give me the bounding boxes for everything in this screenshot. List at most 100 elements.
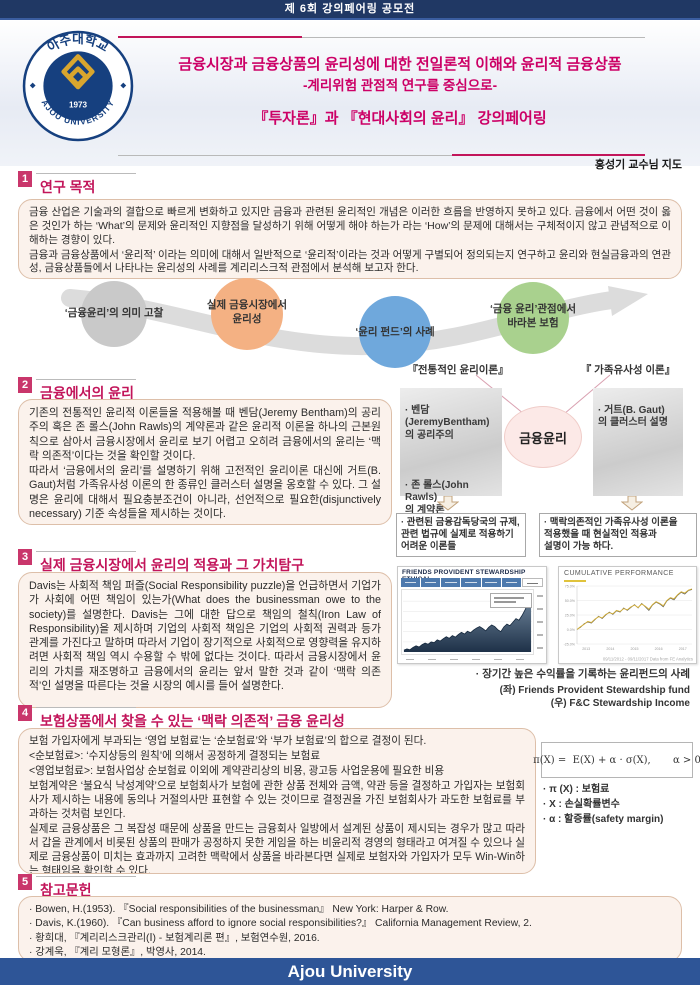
poster-title-line1: 금융시장과 금융상품의 윤리성에 대한 전일론적 이해와 윤리적 금융상품 xyxy=(178,56,622,73)
section-3-number-badge: 3 xyxy=(18,549,32,565)
svg-text:-25.0%: -25.0% xyxy=(564,642,576,646)
section-5-title: 참고문헌 xyxy=(40,882,92,898)
flow-arrowhead xyxy=(608,286,648,316)
down-arrow-left-icon xyxy=(437,496,459,511)
flow-step-3-label: ‘윤리 펀드’의 사례 xyxy=(355,326,435,338)
chart-b-title-underline xyxy=(564,580,586,582)
section-1-number-badge: 1 xyxy=(18,171,32,187)
svg-text:2015: 2015 xyxy=(631,647,639,651)
flow-step-1-circle xyxy=(81,281,147,347)
chart-a-tooltip xyxy=(490,593,532,608)
section-1-header: 1 연구 목적 xyxy=(18,171,678,195)
svg-text:25.0%: 25.0% xyxy=(565,613,576,617)
svg-text:2017: 2017 xyxy=(679,647,687,651)
s4-line-2: <순보험료>: ‘수지상등의 원칙’에 의해서 공정하게 결정되는 보험료 xyxy=(29,749,321,762)
svg-text:2013: 2013 xyxy=(582,647,590,651)
legend-loss-variable: · X : 손실확률변수 xyxy=(543,799,620,810)
section-3-body-box: Davis는 사회적 책임 퍼즐(Social Responsibility p… xyxy=(18,572,392,708)
down-arrow-right-icon xyxy=(621,496,643,511)
period-tab[interactable] xyxy=(501,578,521,587)
period-tab[interactable] xyxy=(481,578,501,587)
family-resemblance-heading: 『 가족유사성 이론』 xyxy=(580,364,676,376)
ethics-theory-diagram: 『전통적인 윤리이론』 『 가족유사성 이론』 · 벤담(JeremyBenth… xyxy=(392,360,697,560)
ajou-university-logo: 아주대학교 AJOU UNIVERSITY 1973 xyxy=(22,30,134,142)
header-rule-crimson-left xyxy=(118,36,302,38)
s2-paragraph-2: 따라서 ‘금융에서의 윤리’를 설명하기 위해 고전적인 윤리이론 대신에 거트… xyxy=(29,465,381,520)
bentham-rawls-photo-card: · 벤담(JeremyBentham) 의 공리주의 · 존 롤스(John R… xyxy=(400,388,502,516)
period-tab[interactable] xyxy=(461,578,481,587)
chart-a-period-tabbar[interactable] xyxy=(401,578,543,587)
footer-rule-gray-left xyxy=(118,154,452,156)
section-4-title: 보험상품에서 찾을 수 있는 ‘맥락 의존적’ 금융 윤리성 xyxy=(40,713,345,729)
premium-formula-box: π(X) = E(X) + α · σ(X), α > 0 xyxy=(533,742,700,778)
section-4-rule xyxy=(36,707,136,708)
poster-title-line3: 『투자론』과 『현대사회의 윤리』 강의페어링 xyxy=(253,110,547,127)
s2-paragraph-1: 기존의 전통적인 윤리적 이론들을 적용해볼 때 벤담(Jeremy Benth… xyxy=(29,407,381,462)
fund-caption-line2: (좌) Friends Provident Stewardship fund xyxy=(499,685,690,696)
bentham-item: · 벤담(JeremyBentham) 의 공리주의 xyxy=(405,404,490,441)
chart-b-footnote: 09/11/2012 - 09/11/2017 Data from FE Ana… xyxy=(602,656,693,662)
svg-text:0.0%: 0.0% xyxy=(567,628,576,632)
rawls-item: · 존 롤스(John Rawls) 의 계약론 xyxy=(405,479,469,516)
section-4-number-badge: 4 xyxy=(18,705,32,721)
section-5-header: 5 참고문헌 xyxy=(18,874,678,898)
section-4-header: 4 보험상품에서 찾을 수 있는 ‘맥락 의존적’ 금융 윤리성 xyxy=(18,705,678,729)
financial-ethics-circle: 금융윤리 xyxy=(504,406,582,468)
legend-safety-margin: · α : 할증률(safety margin) xyxy=(543,814,664,825)
s1-paragraph-2: 금융과 금융상품에서 ‘윤리적’ 이라는 의미에 대해서 일반적으로 ‘윤리적’… xyxy=(29,248,671,275)
section-4-body-box: 보험 가입자에게 부과되는 ‘영업 보험료’는 ‘순보험료’와 ‘부가 보험료’… xyxy=(18,728,536,874)
friends-provident-chart-panel: FRIENDS PROVIDENT STEWARDSHIP ETHICAL xyxy=(397,566,547,664)
s3-paragraph-1: Davis는 사회적 책임 퍼즐(Social Responsibility p… xyxy=(29,580,381,692)
flow-step-1-label: ‘금융윤리’의 의미 고찰 xyxy=(64,307,164,319)
section-3-title: 실제 금융시장에서 윤리의 적용과 그 가치탐구 xyxy=(40,557,305,573)
legend-premium: · π (X) : 보험료 xyxy=(543,784,610,795)
flow-step-4-label: ‘금융 윤리’관점에서 바라본 보험 xyxy=(489,303,577,329)
traditional-theory-heading: 『전통적인 윤리이론』 xyxy=(407,364,509,376)
section-5-rule xyxy=(36,876,136,877)
period-tab[interactable] xyxy=(441,578,461,587)
s4-line-4: 보험계약은 ‘불요식 낙성계약’으로 보험회사가 보험에 관한 상품 전체와 금… xyxy=(29,779,525,820)
section-2-header: 2 금융에서의 윤리 xyxy=(18,377,678,401)
section-1-rule xyxy=(36,173,136,174)
gaut-photo-card: · 거트(B. Gaut) 의 클러스터 설명 xyxy=(593,388,683,496)
section-2-body-box: 기존의 전통적인 윤리적 이론들을 적용해볼 때 벤담(Jeremy Benth… xyxy=(18,399,392,525)
section-1-title: 연구 목적 xyxy=(40,179,96,195)
svg-text:75.0%: 75.0% xyxy=(565,584,576,588)
section-3-header: 3 실제 금융시장에서 윤리의 적용과 그 가치탐구 xyxy=(18,549,678,573)
section-2-number-badge: 2 xyxy=(18,377,32,393)
fund-caption-line3: (우) F&C Stewardship Income xyxy=(550,698,690,709)
period-tab-selected[interactable] xyxy=(521,578,543,587)
university-footer-bar: Ajou University xyxy=(0,958,700,985)
section-2-rule xyxy=(36,379,136,380)
header-rule-gray-right xyxy=(302,36,645,38)
reference-item: · Davis, K.(1960). 『Can business afford … xyxy=(29,918,532,930)
logo-gold-emblem xyxy=(61,54,95,90)
s4-line-3: <영업보험료>: 보험사업상 순보험료 이외에 계약관리상의 비용, 광고등 사… xyxy=(29,764,445,777)
flow-step-4-circle xyxy=(497,282,569,354)
traditional-theory-note: · 관련된 금융감독당국의 규제, 관련 법규에 실제로 적용하기 어려운 이론… xyxy=(396,513,526,558)
reference-item: · 강계욱, 『계리 모형론』, 박영사, 2014. xyxy=(29,947,206,959)
poster-title-line2: -계리위험 관점적 연구를 중심으로- xyxy=(302,78,498,93)
section-3-rule xyxy=(36,551,136,552)
references-box: · Bowen, H.(1953). 『Social responsibilit… xyxy=(18,896,682,962)
flow-step-3-circle xyxy=(359,296,431,368)
logo-year: 1973 xyxy=(69,100,88,109)
flow-step-2-label: 실제 금융시장에서 윤리성 xyxy=(206,299,288,325)
gaut-item: · 거트(B. Gaut) 의 클러스터 설명 xyxy=(598,404,668,429)
s4-line-5: 실제로 금융상품은 그 복잡성 때문에 상품을 만드는 금융회사 일방에서 설계… xyxy=(29,822,525,874)
chart-b-title: CUMULATIVE PERFORMANCE xyxy=(564,570,674,577)
period-tab[interactable] xyxy=(401,578,421,587)
s4-line-1: 보험 가입자에게 부과되는 ‘영업 보험료’는 ‘순보험료’와 ‘부가 보험료’… xyxy=(29,735,427,747)
svg-text:50.0%: 50.0% xyxy=(565,599,576,603)
section-2-title: 금융에서의 윤리 xyxy=(40,385,135,401)
advisor-credit: 홍성기 교수님 지도 xyxy=(594,159,682,171)
cumulative-performance-chart-panel: CUMULATIVE PERFORMANCE 75.0% 50.0% 25.0% 0.… xyxy=(558,566,697,664)
fund-caption-line1: · 장기간 높은 수익률을 기록하는 윤리펀드의 사례 xyxy=(475,668,690,680)
section-5-number-badge: 5 xyxy=(18,874,32,890)
chart-b-line-chart: 75.0% 50.0% 25.0% 0.0% -25.0% 2013 2014 2015 201… xyxy=(564,584,693,651)
formula-legend: · π (X) : 보험료 · X : 손실확률변수 · α : 할증률(saf… xyxy=(543,782,663,827)
period-tab[interactable] xyxy=(421,578,441,587)
svg-text:2014: 2014 xyxy=(606,647,614,651)
footer-rule-crimson-right xyxy=(452,154,645,156)
